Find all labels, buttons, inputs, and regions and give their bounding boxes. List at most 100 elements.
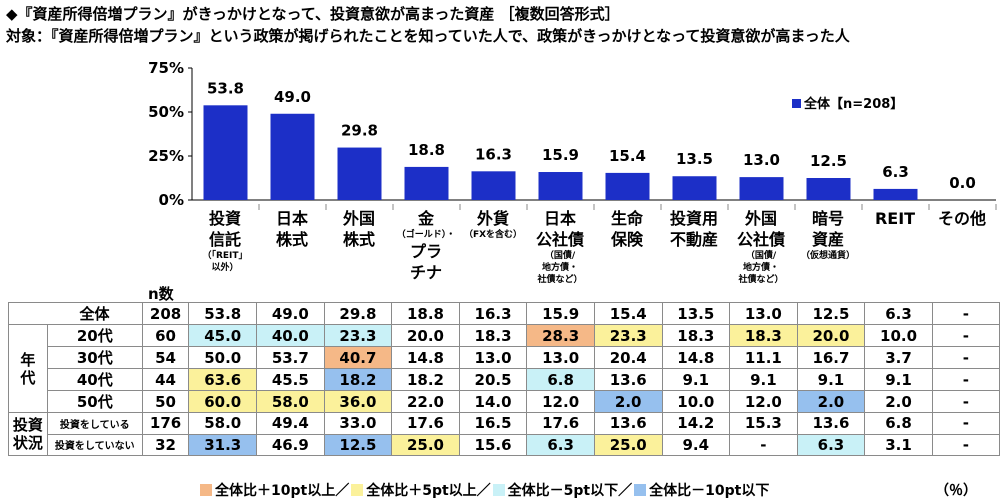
category-line: 生命: [610, 209, 643, 228]
highlight-swatch: [634, 484, 647, 496]
y-tick-label: 0%: [159, 191, 184, 209]
bar: [806, 178, 851, 200]
category-line: プラ: [409, 242, 442, 261]
table-cell: 58.0: [188, 412, 258, 435]
row-n: 208: [141, 302, 190, 325]
highlight-legend: 全体比＋10pt以上／ 全体比＋5pt以上／ 全体比－5pt以下／ 全体比－10pt以…: [200, 480, 771, 500]
table-row: 50代 50 60.0 58.0 36.0 22.0 14.0 12.0 2.0 10.0 12.0…: [9, 390, 1000, 413]
category-note: （FXを含む）: [463, 230, 523, 240]
table-cell: 45.5: [256, 368, 325, 391]
table-cell: 6.8: [864, 412, 933, 435]
category-header: 投資 信託 （「REIT」 以外）: [192, 208, 258, 274]
table-cell: 49.4: [256, 412, 325, 435]
category-note: （「REIT」: [202, 251, 248, 261]
table-row: 投資 状況 投資をしている 176 58.0 49.4 33.0 17.6 16.5 17.6 13…: [8, 412, 1000, 456]
table-cell: 40.7: [323, 346, 393, 369]
category-line: 日本: [543, 209, 576, 228]
bar: [672, 176, 717, 200]
table-cell: 6.8: [526, 368, 595, 391]
table-cell: 46.9: [256, 433, 325, 456]
table-cell: 17.6: [526, 412, 595, 435]
table-cell: 10.0: [864, 324, 933, 347]
table-cell: -: [931, 368, 1000, 391]
category-line: チナ: [409, 263, 442, 282]
table-row: 年代 20代 60 45.0 40.0 23.3 20.0 18.3 28.3 23.3 18.3 1…: [8, 324, 1000, 413]
row-n: 60: [141, 324, 190, 347]
category-header: 金 （ゴールド）・ プラ チナ: [393, 208, 459, 283]
table-cell: 15.3: [729, 412, 798, 435]
table-cell: 16.5: [458, 412, 528, 435]
table-cell: 13.0: [729, 302, 798, 325]
category-line: 外国: [744, 209, 777, 228]
table-cell: 13.6: [796, 412, 866, 435]
category-note: （国債/: [745, 251, 777, 261]
table-cell: 53.7: [256, 346, 325, 369]
legend-swatch: [792, 99, 801, 108]
n-header: n数: [148, 285, 174, 303]
table-cell: 63.6: [188, 368, 258, 391]
table-cell: 53.8: [188, 302, 258, 325]
category-line: 信託: [208, 230, 241, 249]
category-line: その他: [937, 209, 986, 228]
table-cell: 45.0: [188, 324, 258, 347]
bar-value-label: 29.8: [341, 122, 378, 140]
category-line: 外貨: [476, 209, 509, 228]
table-cell: 17.6: [391, 412, 460, 435]
table-cell: 15.4: [593, 302, 663, 325]
bar-chart: 75% 50% 25% 0% 53.8 49.0 29.8 18.8 16.3 15.9 15.4 1…: [148, 59, 997, 210]
table-cell: 11.1: [729, 346, 798, 369]
table-cell: 9.1: [729, 368, 798, 391]
table-cell: 6.3: [796, 433, 866, 456]
bar-value-label: 53.8: [207, 79, 244, 97]
highlight-label: 全体比－10pt以下: [649, 483, 770, 499]
table-cell: 58.0: [256, 390, 325, 413]
category-line: 資産: [811, 230, 844, 249]
table-cell: 9.4: [661, 433, 731, 456]
bar: [337, 147, 382, 200]
highlight-swatch: [492, 484, 505, 496]
table-cell: 6.3: [864, 302, 933, 325]
bar-value-label: 6.3: [882, 163, 909, 181]
table-cell: 40.0: [256, 324, 325, 347]
table-cell: 31.3: [188, 433, 258, 456]
category-header: 外貨 （FXを含む）: [460, 208, 526, 241]
table-cell: 29.8: [323, 302, 393, 325]
table-cell: 49.0: [256, 302, 325, 325]
category-note: 以外）: [211, 263, 239, 273]
group-label-investment: 投資 状況: [8, 412, 48, 456]
table-cell: 20.5: [458, 368, 528, 391]
table-cell: 50.0: [188, 346, 258, 369]
bar: [739, 177, 784, 200]
table-cell: 12.0: [729, 390, 798, 413]
category-header: 生命 保険: [594, 208, 660, 250]
table-cell: 33.0: [323, 412, 393, 435]
y-tick-label: 50%: [148, 103, 184, 121]
table-cell: 18.3: [661, 324, 731, 347]
category-line: 株式: [342, 230, 375, 249]
bar-value-label: 15.9: [542, 146, 579, 164]
table-cell: 3.1: [864, 433, 933, 456]
highlight-swatch: [351, 484, 364, 496]
bar-value-label: 15.4: [609, 147, 646, 165]
table-cell: 18.3: [458, 324, 528, 347]
category-header: 暗号 資産 （仮想通貨）: [795, 208, 861, 262]
table-row: 投資をしていない 32 31.3 46.9 12.5 25.0 15.6 6.3 25.0 9.4…: [9, 433, 1000, 456]
table-cell: 12.0: [526, 390, 595, 413]
table-cell: 36.0: [323, 390, 393, 413]
table-cell: 20.0: [391, 324, 460, 347]
table-cell: 14.0: [458, 390, 528, 413]
bar-value-label: 13.5: [676, 150, 713, 168]
table-cell: 14.8: [391, 346, 460, 369]
category-header: その他: [929, 208, 995, 229]
bar: [471, 171, 516, 200]
category-note: 地方債・: [742, 263, 779, 273]
category-note: （国債/: [544, 251, 576, 261]
table-cell: 15.9: [526, 302, 595, 325]
table-cell: 16.7: [796, 346, 866, 369]
row-n: 176: [141, 412, 190, 435]
table-cell: 18.3: [729, 324, 798, 347]
category-line: 暗号: [811, 209, 844, 228]
table-cell: 13.5: [661, 302, 731, 325]
category-line: 保険: [610, 230, 643, 249]
highlight-legend-item: 全体比－5pt以下／: [492, 483, 632, 499]
